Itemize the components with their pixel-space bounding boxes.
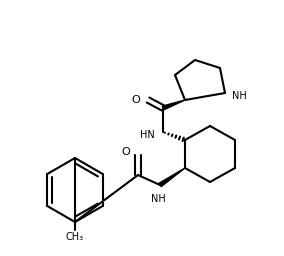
Text: O: O bbox=[121, 147, 130, 157]
Text: NH: NH bbox=[232, 91, 247, 101]
Text: CH₃: CH₃ bbox=[66, 232, 84, 242]
Text: HN: HN bbox=[140, 130, 155, 140]
Text: NH: NH bbox=[151, 194, 165, 204]
Text: O: O bbox=[131, 95, 140, 105]
Polygon shape bbox=[162, 100, 185, 110]
Polygon shape bbox=[159, 168, 185, 187]
